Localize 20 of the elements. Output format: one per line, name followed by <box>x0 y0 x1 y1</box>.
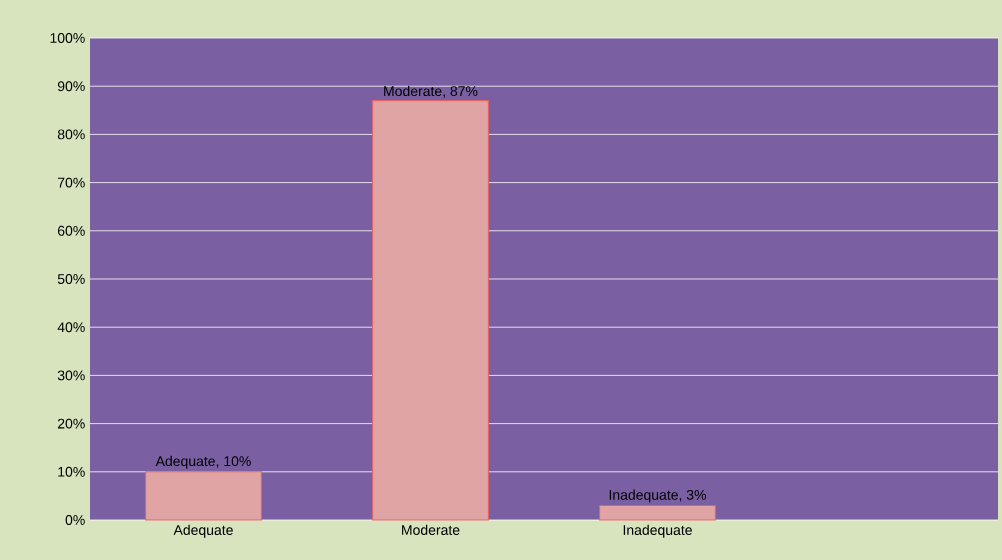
y-tick-label: 10% <box>58 466 85 477</box>
y-tick-label: 20% <box>57 418 85 429</box>
bar <box>145 471 262 521</box>
y-tick-label: 80% <box>57 129 85 140</box>
y-tick-label: 50% <box>57 274 85 284</box>
y-tick-label: 30% <box>57 370 85 381</box>
data-label: Moderate, 87% <box>384 85 478 98</box>
x-tick-label: Inadequate <box>623 524 692 538</box>
data-label: Inadequate, 3% <box>609 489 707 503</box>
data-label: Adequate, 10% <box>155 455 251 469</box>
bar <box>372 100 489 521</box>
y-tick-label: 90% <box>57 81 85 92</box>
y-tick-label: 60% <box>57 225 85 236</box>
y-tick-label: 70% <box>57 177 85 188</box>
y-tick-label: 40% <box>57 322 85 333</box>
x-tick-label: Adequate <box>173 524 233 538</box>
y-tick-label: 100% <box>50 33 85 43</box>
bar <box>599 505 716 521</box>
x-tick-label: Moderate <box>402 524 460 535</box>
y-tick-label: 0% <box>65 515 85 525</box>
